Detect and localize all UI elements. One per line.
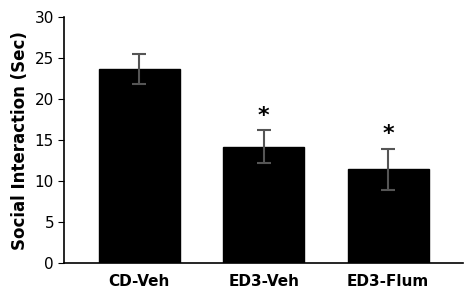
Y-axis label: Social Interaction (Sec): Social Interaction (Sec) [11,31,29,250]
Bar [223,147,304,263]
Text: *: * [258,106,270,126]
Bar [99,69,180,263]
Text: *: * [383,124,394,144]
Bar [348,169,428,263]
